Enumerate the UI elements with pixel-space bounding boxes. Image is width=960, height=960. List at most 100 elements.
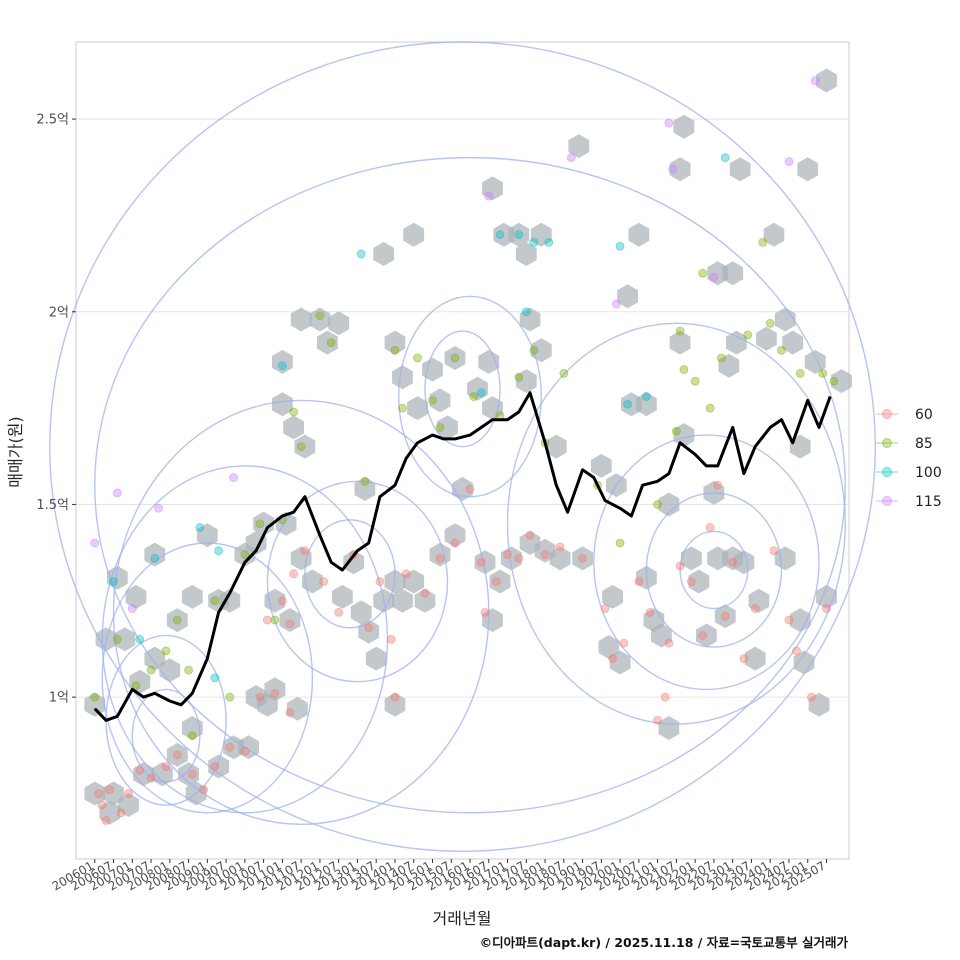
legend-item-100: 100 bbox=[876, 465, 942, 481]
data-point-60 bbox=[807, 692, 816, 702]
hex-bin bbox=[658, 492, 680, 517]
data-point-60 bbox=[289, 569, 299, 579]
data-point-60 bbox=[124, 789, 133, 798]
hex-bin bbox=[733, 550, 755, 575]
data-point-85 bbox=[705, 403, 715, 413]
data-point-60 bbox=[728, 557, 738, 567]
hex-bin bbox=[332, 584, 353, 609]
data-point-85 bbox=[225, 692, 235, 702]
hex-bin bbox=[726, 330, 747, 355]
hex-bin bbox=[129, 669, 151, 694]
data-point-60 bbox=[698, 631, 708, 640]
density-contour bbox=[304, 519, 396, 629]
data-point-60 bbox=[285, 708, 295, 717]
hex-bin bbox=[99, 800, 121, 825]
data-point-60 bbox=[375, 577, 385, 586]
data-point-60 bbox=[225, 742, 235, 752]
data-point-115 bbox=[127, 604, 137, 613]
data-point-60 bbox=[161, 762, 171, 771]
trend-line bbox=[93, 391, 832, 722]
hex-bin bbox=[114, 627, 136, 652]
hex-bin bbox=[530, 222, 552, 247]
data-point-85 bbox=[717, 353, 726, 363]
data-point-60 bbox=[540, 550, 550, 559]
density-contour bbox=[424, 330, 501, 448]
hex-bin bbox=[219, 588, 241, 613]
data-point-115 bbox=[566, 153, 576, 163]
data-point-115 bbox=[484, 191, 494, 201]
panel-background bbox=[75, 41, 850, 860]
data-point-60 bbox=[608, 654, 617, 664]
plot-panel bbox=[49, 41, 876, 860]
hex-bin bbox=[403, 569, 425, 594]
hex-bin bbox=[722, 261, 744, 286]
data-point-85 bbox=[435, 422, 445, 432]
data-point-60 bbox=[653, 715, 663, 725]
data-point-60 bbox=[146, 773, 156, 783]
hex-bin bbox=[609, 650, 631, 675]
data-point-115 bbox=[112, 488, 122, 498]
data-point-85 bbox=[529, 345, 539, 355]
data-point-60 bbox=[525, 530, 535, 540]
hex-bin bbox=[572, 546, 593, 571]
density-contour bbox=[398, 295, 543, 498]
hex-bin bbox=[437, 415, 458, 440]
hex-bin bbox=[673, 114, 695, 139]
data-point-100 bbox=[476, 388, 486, 398]
data-point-85 bbox=[315, 311, 325, 321]
data-point-60 bbox=[364, 623, 374, 633]
data-point-100 bbox=[615, 241, 625, 251]
data-point-100 bbox=[641, 392, 651, 401]
y-tick-label: 1억 bbox=[49, 691, 69, 706]
legend-item-115: 115 bbox=[876, 494, 942, 510]
hex-bin bbox=[373, 242, 395, 266]
density-contour bbox=[49, 41, 876, 852]
hex-bin bbox=[328, 311, 350, 336]
hex-bin bbox=[384, 330, 406, 355]
data-point-85 bbox=[184, 665, 193, 675]
data-point-115 bbox=[664, 118, 674, 128]
data-point-85 bbox=[398, 403, 407, 413]
data-point-85 bbox=[131, 681, 141, 690]
data-point-60 bbox=[285, 619, 295, 629]
hex-bin bbox=[482, 176, 503, 201]
hex-bin bbox=[714, 604, 736, 629]
data-point-85 bbox=[653, 500, 663, 509]
data-point-60 bbox=[135, 765, 145, 775]
data-point-60 bbox=[262, 615, 272, 625]
legend-key-dot bbox=[882, 496, 892, 506]
data-point-85 bbox=[112, 634, 122, 644]
data-point-60 bbox=[555, 542, 565, 552]
data-point-100 bbox=[521, 307, 531, 317]
hex-bin bbox=[500, 546, 522, 571]
hex-bin bbox=[508, 222, 530, 247]
data-point-60 bbox=[334, 607, 344, 617]
hex-bin bbox=[636, 392, 657, 417]
data-point-85 bbox=[615, 538, 625, 548]
hex-bin bbox=[793, 650, 815, 675]
data-point-100 bbox=[214, 546, 223, 556]
data-point-100 bbox=[514, 230, 524, 240]
data-point-60 bbox=[619, 638, 629, 648]
data-point-60 bbox=[491, 577, 501, 586]
data-point-60 bbox=[739, 654, 749, 664]
hex-bin bbox=[422, 357, 443, 382]
hex-bin bbox=[602, 584, 623, 609]
data-point-85 bbox=[255, 519, 265, 529]
data-point-85 bbox=[514, 372, 524, 382]
hex-bin bbox=[84, 692, 106, 717]
data-point-85 bbox=[172, 615, 182, 625]
hex-bin bbox=[272, 392, 293, 417]
legend-item-60: 60 bbox=[876, 407, 933, 423]
data-point-60 bbox=[784, 615, 794, 625]
y-tick-label: 1.5억 bbox=[36, 498, 69, 513]
data-point-60 bbox=[792, 646, 801, 656]
data-point-60 bbox=[465, 484, 475, 494]
data-point-85 bbox=[240, 550, 250, 559]
data-point-85 bbox=[818, 369, 828, 378]
hex-bin bbox=[350, 600, 372, 625]
legend-label: 60 bbox=[915, 407, 933, 423]
data-point-60 bbox=[750, 604, 760, 613]
data-point-85 bbox=[765, 318, 775, 328]
data-point-60 bbox=[187, 769, 197, 779]
